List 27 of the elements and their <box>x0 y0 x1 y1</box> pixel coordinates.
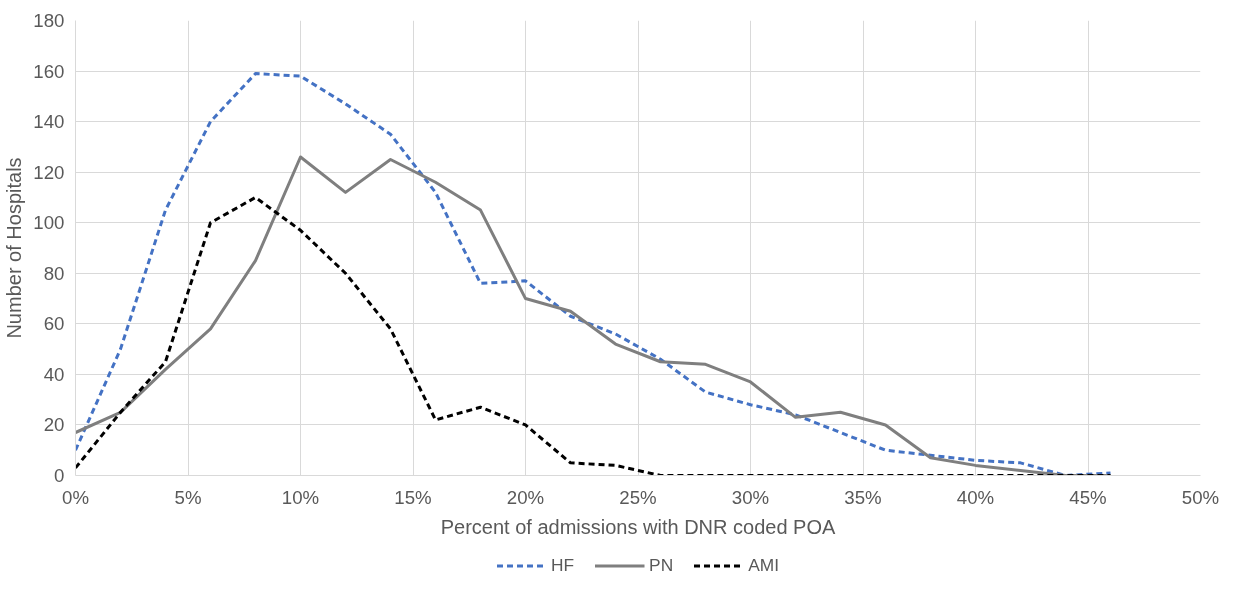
y-tick-label: 180 <box>33 10 65 31</box>
y-tick-label: 160 <box>33 60 65 82</box>
x-tick-label: 35% <box>844 486 882 508</box>
y-axis-title: Number of Hospitals <box>3 157 26 339</box>
y-tick-label: 60 <box>43 313 65 335</box>
y-tick-label: 120 <box>33 161 65 183</box>
y-tick-label: 20 <box>43 414 65 436</box>
x-axis-title: Percent of admissions with DNR coded POA <box>440 515 836 538</box>
x-tick-label: 25% <box>619 486 657 508</box>
x-tick-label: 0% <box>62 486 89 508</box>
x-tick-label: 30% <box>731 486 770 508</box>
x-tick-label: 20% <box>506 486 545 508</box>
x-tick-label: 10% <box>281 486 320 508</box>
y-tick-label: 0 <box>54 465 65 486</box>
y-tick-label: 100 <box>33 212 65 234</box>
x-tick-label: 15% <box>394 486 432 508</box>
y-tick-label: 80 <box>43 262 65 284</box>
y-tick-label: 140 <box>33 111 65 133</box>
legend-label: AMI <box>748 554 779 576</box>
line-series <box>75 72 1112 476</box>
y-tick-label: 40 <box>43 363 65 385</box>
x-tick-label: 40% <box>956 486 995 508</box>
x-tick-label: 45% <box>1069 486 1107 508</box>
legend-label: PN <box>649 554 674 576</box>
x-tick-label: 5% <box>174 486 202 508</box>
legend-label: HF <box>551 554 575 576</box>
x-tick-label: 50% <box>1181 486 1220 508</box>
